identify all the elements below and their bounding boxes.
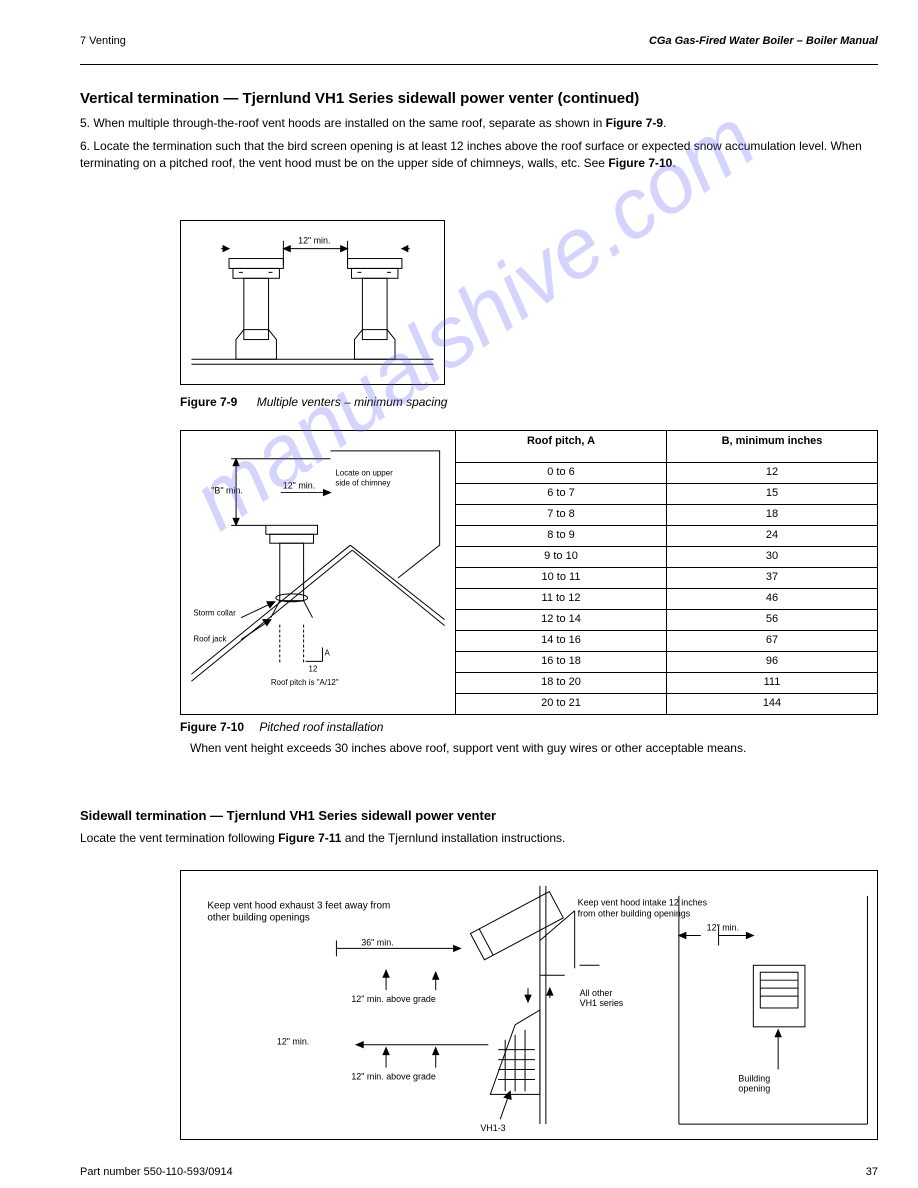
fig710-note: When vent height exceeds 30 inches above… (190, 740, 878, 757)
svg-text:12" min. above grade: 12" min. above grade (351, 994, 436, 1004)
fig79-svg: 12" min. (181, 221, 444, 384)
table-row: 0 to 612 (456, 463, 877, 484)
header-section: 7 Venting (80, 35, 126, 47)
svg-text:12" min.: 12" min. (277, 1037, 309, 1047)
sidewall-text: Locate the vent termination following Fi… (80, 830, 878, 847)
page-header: 7 Venting CGa Gas-Fired Water Boiler – B… (80, 35, 878, 65)
intro-block: Vertical termination — Tjernlund VH1 Ser… (80, 90, 878, 177)
table-row: 8 to 924 (456, 526, 877, 547)
table-row: 6 to 715 (456, 484, 877, 505)
page-footer: Part number 550-110-593/0914 37 (80, 1166, 878, 1178)
svg-text:12: 12 (309, 664, 318, 673)
intro-heading: Vertical termination — Tjernlund VH1 Ser… (80, 90, 878, 107)
svg-text:VH1-3: VH1-3 (480, 1123, 505, 1133)
figure-7-11: Keep vent hood exhaust 3 feet away from … (180, 870, 878, 1140)
svg-text:A: A (324, 648, 330, 657)
table-row: 16 to 1896 (456, 652, 877, 673)
table-row: 9 to 1030 (456, 547, 877, 568)
svg-text:36" min.: 36" min. (361, 937, 393, 947)
svg-text:Storm collar: Storm collar (193, 609, 236, 618)
svg-text:"B" min.: "B" min. (211, 486, 243, 496)
svg-text:12" min.: 12" min. (707, 923, 739, 933)
svg-text:12" min. above grade: 12" min. above grade (351, 1071, 436, 1081)
footer-page: 37 (866, 1166, 878, 1178)
table-row: 20 to 21144 (456, 694, 877, 714)
table-row: 18 to 20111 (456, 673, 877, 694)
fig79-caption: Figure 7-9 Multiple venters – minimum sp… (180, 395, 447, 409)
svg-text:12" min.: 12" min. (283, 481, 315, 491)
col-pitch: Roof pitch, A (456, 431, 667, 463)
figure-7-9: 12" min. (180, 220, 445, 385)
svg-text:Building opening: Building opening (738, 1073, 772, 1093)
header-title: CGa Gas-Fired Water Boiler – Boiler Manu… (649, 35, 878, 47)
table-row: 10 to 1137 (456, 568, 877, 589)
table-row: 7 to 818 (456, 505, 877, 526)
table-header-row: Roof pitch, A B, minimum inches (456, 431, 877, 463)
svg-text:Roof pitch is "A/12": Roof pitch is "A/12" (271, 678, 339, 687)
table-row: 11 to 1246 (456, 589, 877, 610)
svg-text:Roof jack: Roof jack (193, 635, 226, 644)
col-b: B, minimum inches (667, 431, 877, 463)
dim-12min: 12" min. (298, 236, 330, 246)
para-5: 5. When multiple through-the-roof vent h… (80, 115, 878, 132)
para-6: 6. Locate the termination such that the … (80, 138, 878, 172)
footer-part: Part number 550-110-593/0914 (80, 1166, 233, 1178)
svg-text:Locate on upper side: Locate on upper side of chimney (335, 469, 395, 488)
table-row: 14 to 1667 (456, 631, 877, 652)
sidewall-heading: Sidewall termination — Tjernlund VH1 Ser… (80, 808, 496, 823)
svg-text:Keep vent hood intake 12 inche: Keep vent hood intake 12 inches from oth… (578, 898, 710, 919)
svg-text:All other VH1 series: All other VH1 series (580, 988, 624, 1008)
fig710-table: Roof pitch, A B, minimum inches 0 to 612… (456, 431, 877, 714)
fig710-diagram: "B" min. 12" min. Locate on upper side o… (181, 431, 456, 714)
svg-text:Keep vent hood exhaust 3 feet: Keep vent hood exhaust 3 feet away from … (207, 901, 393, 924)
figure-7-10: "B" min. 12" min. Locate on upper side o… (180, 430, 878, 715)
table-row: 12 to 1456 (456, 610, 877, 631)
fig710-caption: Figure 7-10 Pitched roof installation (180, 720, 383, 734)
